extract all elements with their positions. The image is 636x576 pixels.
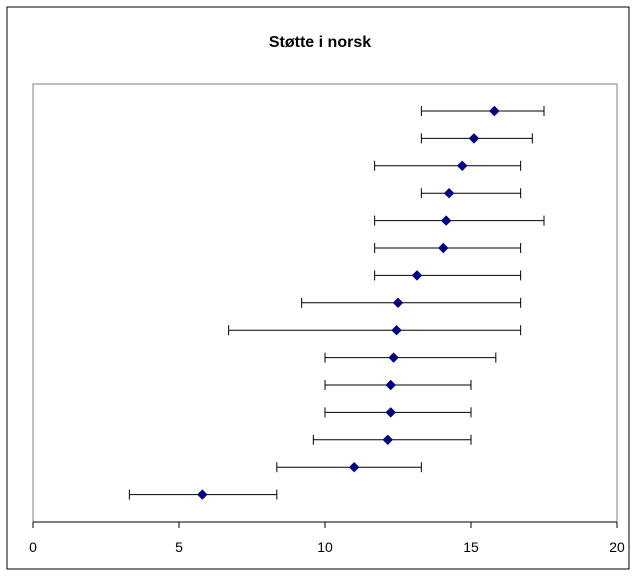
data-point-group	[420, 105, 545, 117]
x-tick-label: 20	[609, 539, 625, 555]
data-point-group	[374, 242, 522, 254]
x-tick-label: 10	[317, 539, 333, 555]
data-marks	[128, 105, 545, 500]
data-point-group	[128, 489, 278, 500]
data-point-marker	[468, 133, 480, 144]
data-point-marker	[391, 324, 402, 336]
data-point-group	[420, 133, 533, 144]
data-point-marker	[382, 434, 393, 446]
data-point-marker	[197, 489, 208, 500]
data-point-marker	[438, 242, 449, 254]
chart-title: Støtte i norsk	[269, 34, 371, 51]
data-point-group	[324, 379, 472, 391]
data-point-marker	[489, 105, 500, 117]
data-point-marker	[392, 297, 404, 309]
x-tick-label: 5	[175, 539, 183, 555]
data-point-group	[312, 434, 472, 446]
data-point-group	[374, 160, 522, 172]
data-point-group	[228, 324, 522, 336]
x-tick-label: 15	[463, 539, 479, 555]
data-point-marker	[443, 187, 455, 199]
data-point-group	[374, 215, 545, 226]
data-point-marker	[440, 215, 452, 226]
data-point-group	[301, 297, 522, 309]
data-point-marker	[348, 461, 360, 473]
data-point-marker	[411, 270, 423, 281]
data-point-marker	[457, 160, 468, 172]
data-point-marker	[385, 379, 396, 391]
x-axis: 0 5 10 15 20	[29, 521, 625, 555]
data-point-group	[420, 187, 522, 199]
data-point-marker	[388, 352, 399, 363]
data-point-marker	[385, 407, 396, 418]
data-point-group	[324, 352, 497, 363]
data-point-group	[276, 461, 422, 473]
data-point-group	[324, 407, 472, 418]
data-point-group	[374, 270, 522, 281]
x-tick-label: 0	[29, 539, 37, 555]
